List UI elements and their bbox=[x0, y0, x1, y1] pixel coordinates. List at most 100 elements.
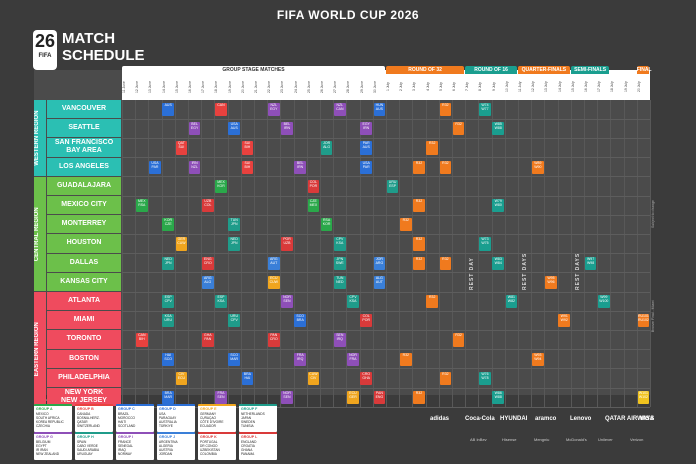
match-cell: R32 bbox=[439, 371, 452, 385]
match-cell: CUW CIV bbox=[307, 371, 320, 385]
row-divider bbox=[122, 272, 650, 274]
group-name: GROUP J bbox=[159, 435, 176, 439]
group-box: GROUP F NETHERLANDS JAPAN SWEDEN TUNISIA bbox=[239, 404, 277, 432]
match-cell: SCO BRA bbox=[294, 314, 306, 328]
row-divider bbox=[122, 195, 650, 197]
date-label: 11 July bbox=[518, 81, 522, 93]
rest-day-label: REST DAY bbox=[469, 257, 476, 290]
group-box: GROUP I FRANCE SENEGAL IRAQ NORWAY bbox=[116, 432, 154, 460]
match-cell: HUN AUS bbox=[373, 103, 386, 117]
group-team: COLOMBIA bbox=[200, 452, 217, 456]
group-team: USA bbox=[159, 412, 166, 416]
match-cell: ENG CRO bbox=[202, 256, 214, 270]
group-team: BRAZIL bbox=[118, 412, 130, 416]
date-header bbox=[122, 70, 650, 100]
match-cell: JOR ALG bbox=[320, 141, 333, 155]
date-label: 20 June bbox=[240, 80, 245, 94]
date-label: 28 June bbox=[346, 80, 351, 94]
group-team: NORWAY bbox=[118, 452, 132, 456]
match-cell: FRA IRQ bbox=[294, 352, 306, 366]
date-label: 17 June bbox=[201, 80, 206, 94]
group-team: AUSTRALIA bbox=[159, 420, 177, 424]
date-label: 16 July bbox=[584, 81, 588, 93]
rest-day-label: REST DAYS bbox=[574, 252, 581, 290]
match-cell: NOR SEN bbox=[281, 391, 293, 405]
date-label: 5 July bbox=[438, 82, 443, 92]
group-team: SWITZERLAND bbox=[77, 424, 100, 428]
match-cell: ECU GER bbox=[347, 391, 359, 405]
match-cell: HAI SCO bbox=[162, 352, 174, 366]
column-divider bbox=[650, 100, 651, 408]
poster-title: FIFA WORLD CUP 2026 bbox=[276, 8, 420, 22]
match-cell: RSA KOR bbox=[320, 218, 333, 232]
region-label: EASTERN REGION bbox=[34, 322, 40, 377]
city-label: TORONTO bbox=[47, 330, 121, 349]
region-bar bbox=[34, 100, 46, 176]
group-team: SENEGAL bbox=[118, 444, 134, 448]
date-label: 10 July bbox=[504, 81, 509, 93]
group-box: GROUP L ENGLAND CROATIA GHANA PANAMA bbox=[239, 432, 277, 460]
match-cell: R32 bbox=[413, 237, 425, 251]
date-label: 3 July bbox=[412, 82, 417, 92]
group-team: TUNISIA bbox=[241, 424, 254, 428]
match-cell: BRA MAR bbox=[162, 391, 174, 405]
match-cell: SUI BIH bbox=[241, 160, 254, 174]
row-divider bbox=[122, 118, 650, 120]
date-label: 24 June bbox=[293, 80, 298, 94]
match-cell: NED JPN bbox=[228, 237, 240, 251]
match-cell: BEL IRN bbox=[281, 122, 293, 136]
match-cell: R32 bbox=[400, 218, 412, 232]
match-cell: BEL IRN bbox=[294, 160, 306, 174]
city-label: LOS ANGELES bbox=[47, 157, 121, 176]
group-team: TÜRKIYE bbox=[159, 424, 173, 428]
row-divider bbox=[122, 253, 650, 255]
group-box: GROUP C BRAZIL MOROCCO HAITI SCOTLAND bbox=[116, 404, 154, 432]
date-label: 20 July bbox=[636, 81, 641, 93]
match-cell: W93 W94 bbox=[532, 352, 544, 366]
sponsor-logo: QATAR AIRWAYS bbox=[605, 416, 655, 422]
row-divider bbox=[122, 214, 650, 216]
match-cell: W97 W98 bbox=[584, 256, 597, 270]
sponsor-logo-small: McDonald's bbox=[566, 437, 587, 442]
group-box: GROUP K PORTUGAL DR CONGO UZBEKISTAN COLOMBI… bbox=[198, 432, 236, 460]
date-label: 16 June bbox=[188, 80, 192, 94]
group-box: GROUP H SPAIN CABO VERDE SAUDI ARABIA URUGUA… bbox=[75, 432, 113, 460]
match-cell: UZB COL bbox=[202, 199, 214, 213]
match-cell: JOR ARG bbox=[373, 256, 386, 270]
group-team: CANADA bbox=[77, 412, 91, 416]
match-cell: W83 W84 bbox=[492, 256, 504, 270]
sponsor-logo: Coca-Cola bbox=[465, 416, 495, 422]
row-divider bbox=[122, 137, 650, 139]
group-box: GROUP D USA PARAGUAY AUSTRALIA TÜRKIYE bbox=[157, 404, 195, 432]
row-divider bbox=[122, 387, 650, 389]
match-cell: QAT SUI bbox=[175, 141, 188, 155]
stage-band: QUARTER-FINALS bbox=[518, 66, 570, 74]
sponsor-logo: VISA bbox=[640, 416, 655, 422]
group-team: ECUADOR bbox=[200, 424, 216, 428]
match-cell: SCO MAR bbox=[228, 352, 240, 366]
city-label: KANSAS CITY bbox=[47, 272, 121, 291]
match-cell: SEN IRQ bbox=[334, 333, 346, 347]
group-team: KOREA REPUBLIC bbox=[36, 420, 64, 424]
date-label: 26 June bbox=[320, 80, 324, 94]
match-cell: R32 bbox=[439, 256, 452, 270]
city-label: BOSTON bbox=[47, 349, 121, 368]
group-team: SPAIN bbox=[77, 440, 87, 444]
match-cell: CPV KSA bbox=[334, 237, 346, 251]
group-team: MEXICO bbox=[36, 412, 49, 416]
group-team: CURAÇAO bbox=[200, 416, 216, 420]
city-label: MIAMI bbox=[47, 311, 121, 330]
group-team: IR IRAN bbox=[36, 448, 48, 452]
group-team: EGYPT bbox=[36, 444, 47, 448]
city-label: SEATTLE bbox=[47, 119, 121, 138]
match-cell: MEX RSA bbox=[136, 199, 148, 213]
group-team: JORDAN bbox=[159, 452, 173, 456]
match-cell: PAN CRO bbox=[268, 333, 280, 347]
group-box: GROUP G BELGIUM EGYPT IR IRAN NEW ZEALAND bbox=[34, 432, 72, 460]
match-cell: BRA HAI bbox=[241, 371, 254, 385]
match-cell: NOR FRA bbox=[347, 352, 359, 366]
match-cell: PAR AUS bbox=[360, 141, 372, 155]
match-cell: NED JPN bbox=[162, 256, 174, 270]
match-cell: W101 W102 bbox=[637, 391, 650, 405]
